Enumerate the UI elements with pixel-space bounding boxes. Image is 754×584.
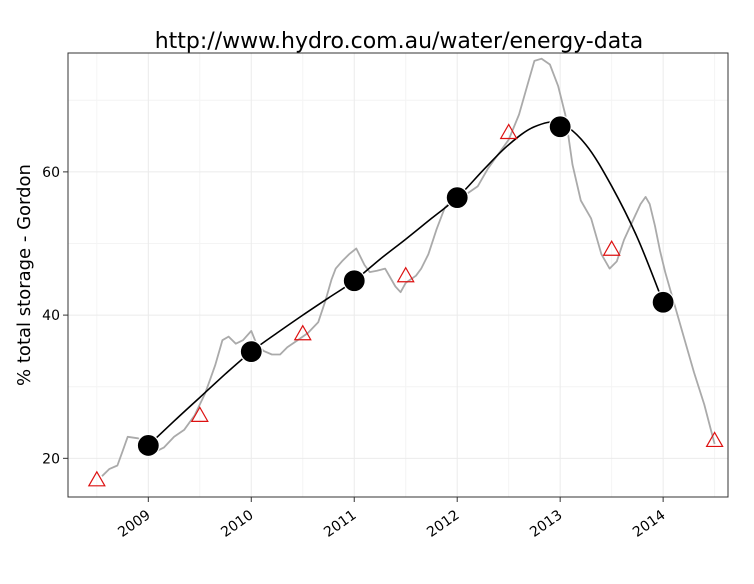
plot-border	[67, 52, 729, 498]
trend-line	[147, 121, 664, 446]
x-tick-label: 2014	[630, 507, 668, 541]
x-tick-label: 2010	[218, 507, 256, 541]
x-tick-label: 2013	[527, 507, 565, 541]
y-tick-label: 60	[42, 165, 60, 181]
midyear-point	[190, 406, 209, 422]
annual-point	[342, 269, 366, 293]
grid	[68, 53, 728, 497]
plot-panel	[68, 53, 728, 497]
y-tick-label: 20	[42, 451, 60, 467]
annual-point	[136, 433, 160, 458]
chart-title: http://www.hydro.com.au/water/energy-dat…	[155, 29, 644, 54]
midyear-point	[87, 470, 106, 487]
x-tick-label: 2012	[424, 507, 462, 541]
midyear-point	[499, 123, 518, 140]
annual-point	[239, 340, 263, 364]
annual-point	[651, 290, 675, 314]
y-tick-label: 40	[42, 308, 60, 324]
midyear-point	[293, 324, 312, 341]
annual-point	[445, 186, 469, 210]
midyear-point	[705, 431, 724, 448]
x-tick-label: 2009	[115, 507, 153, 541]
series-layer	[87, 57, 724, 487]
x-tick-label: 2011	[321, 507, 359, 541]
y-axis-label: % total storage - Gordon	[14, 164, 35, 386]
midyear-point	[602, 240, 621, 256]
storage-series-line	[101, 57, 716, 477]
annual-point	[548, 115, 572, 139]
midyear-point	[396, 266, 415, 283]
